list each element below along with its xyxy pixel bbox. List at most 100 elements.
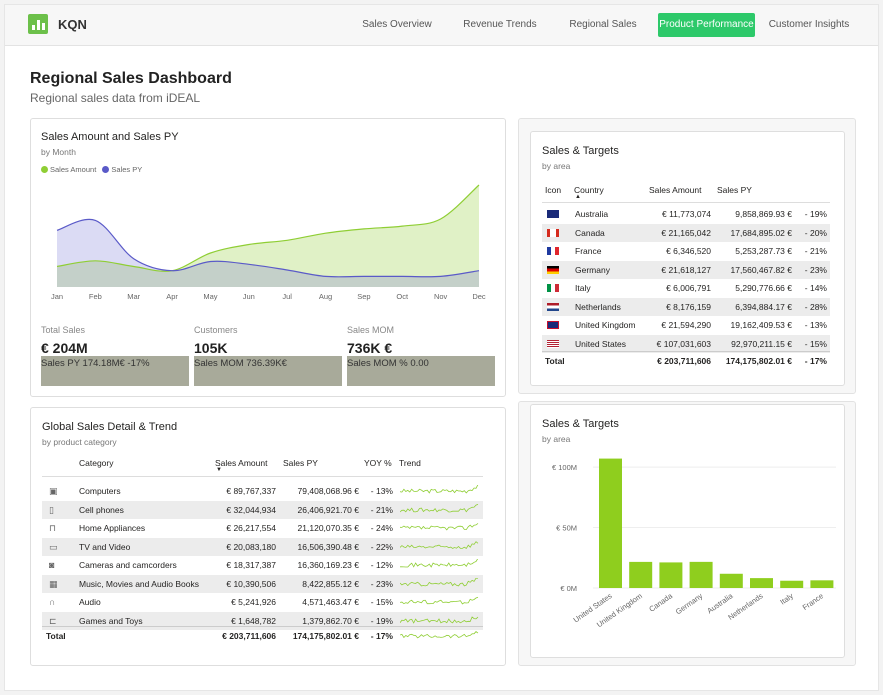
area-chart-legend: Sales Amount Sales PY [41,165,142,174]
yoy-pct: ‑ 13% [370,486,393,496]
bar-france[interactable] [810,580,834,588]
col-header-trend[interactable]: Trend [399,458,421,468]
table-row[interactable]: Netherlands € 8,176,159 6,394,884.17 € ‑ 28… [542,297,830,316]
x-tick-label: Sep [357,292,370,301]
bar-canada[interactable] [659,562,683,588]
tv-icon: ▭ [49,541,58,552]
col-header-icon[interactable]: Icon [545,185,562,195]
table-row[interactable]: United Kingdom € 21,594,290 19,162,409.53 … [542,316,830,334]
sales-py: 26,406,921.70 € [297,504,359,515]
x-tick-label: Mar [127,292,140,301]
targets-outer-panel: Sales & Targets by area Icon Country ▲ S… [518,118,856,394]
legend-item-sales-amount[interactable]: Sales Amount [41,165,96,174]
yoy-pct: ‑ 23% [370,578,393,589]
sales-amount: € 18,317,387 [226,560,276,570]
bar-germany[interactable] [689,561,713,588]
bar-australia[interactable] [719,573,743,588]
legend-item-sales-py[interactable]: Sales PY [102,165,142,174]
table-row[interactable]: ⊏ Games and Toys € 1,648,782 1,379,862.70 €… [42,611,483,630]
page-title: Regional Sales Dashboard [30,70,232,87]
sales-amount: € 21,618,127 [661,264,711,275]
trend-sparkline [400,523,479,531]
sales-py: 4,571,463.47 € [302,597,359,607]
kpi-sales-mom-value: 736K € [347,340,393,356]
top-navigation-bar: KQN Sales Overview Revenue Trends Region… [5,5,878,46]
change-pct: ‑ 13% [804,320,827,330]
x-tick-label: May [203,292,217,301]
trend-sparkline [400,596,479,605]
x-tick-label: Apr [166,292,178,301]
x-tick-label: Italy [778,591,795,606]
targets-table: Icon Country ▲ Sales Amount Sales PY Aus… [542,180,830,380]
gamepad-icon: ⊏ [49,615,57,626]
nav-revenue-trends[interactable]: Revenue Trends [463,19,537,30]
appliance-icon: ⊓ [49,523,57,533]
col-header-sales-py[interactable]: Sales PY [283,458,318,468]
kpi-sales-mom-label: Sales MOM [347,325,395,335]
country-name: Canada [575,227,605,238]
country-name: Netherlands [575,301,621,312]
col-header-category[interactable]: Category [79,458,114,468]
table-row[interactable]: Italy € 6,006,791 5,290,776.66 € ‑ 14% [542,279,830,297]
sales-amount: € 8,176,159 [666,301,711,312]
nav-customer-insights[interactable]: Customer Insights [768,19,850,30]
sales-py: 17,684,895.02 € [730,227,792,238]
x-tick-label: Nov [434,292,448,301]
netherlands-flag-icon [547,302,559,311]
table-row[interactable]: ▭ TV and Video € 20,083,180 16,506,390.48 €… [42,537,483,556]
nav-product-performance[interactable]: Product Performance [658,13,755,37]
col-header-country[interactable]: Country [574,185,604,195]
page-subtitle: Regional sales data from iDEAL [30,91,201,105]
table-row[interactable]: Australia € 11,773,074 9,858,869.93 € ‑ 19% [542,205,830,223]
table-row[interactable]: ▦ Music, Movies and Audio Books € 10,390,5… [42,574,483,593]
category-name: Games and Toys [79,615,143,626]
sales-amount: € 6,346,520 [666,246,711,256]
total-sales-amount: € 203,711,606 [657,356,711,366]
table-row[interactable]: ⊓ Home Appliances € 26,217,554 21,120,070.3… [42,519,483,537]
sales-py: 19,162,409.53 € [730,320,792,330]
table-row[interactable]: ∩ Audio € 5,241,926 4,571,463.47 € ‑ 15% [42,593,483,611]
table-row[interactable]: Germany € 21,618,127 17,560,467.82 € ‑ 23% [542,260,830,279]
table-row[interactable]: United States € 107,031,603 92,970,211.15 … [542,334,830,353]
sales-amount: € 20,083,180 [226,541,276,552]
bar-united-kingdom[interactable] [629,561,653,588]
yoy-pct: ‑ 19% [370,615,393,626]
change-pct: ‑ 14% [804,283,827,293]
category-name: Audio [79,597,101,607]
targets-bar-card: Sales & Targets by area € 0M € 50M € 100M U… [530,404,845,658]
bar-united-states[interactable] [599,458,622,588]
table-row[interactable]: ▣ Computers € 89,767,337 79,408,068.96 € ‑ 1… [42,482,483,500]
col-header-sales-py[interactable]: Sales PY [717,185,752,195]
total-label: Total [46,631,66,641]
total-sales-py: 174,175,802.01 € [292,631,359,641]
table-total-row: Total € 203,711,606 174,175,802.01 € ‑ 1… [42,626,483,644]
france-flag-icon [547,247,559,255]
x-tick-label: Canada [647,591,674,614]
x-tick-label: France [801,591,825,612]
legend-dot-icon [102,166,110,173]
sales-py: 21,120,070.35 € [297,523,359,533]
bar-italy[interactable] [780,580,804,588]
table-row[interactable]: ▯ Cell phones € 32,044,934 26,406,921.70 € ‑… [42,500,483,519]
country-name: United States [575,338,627,349]
table-row[interactable]: Canada € 21,165,042 17,684,895.02 € ‑ 20% [542,223,830,242]
series-line-0[interactable] [56,184,480,272]
nav-regional-sales[interactable]: Regional Sales [569,19,637,30]
col-header-sales-amount[interactable]: Sales Amount [649,185,702,195]
category-name: Home Appliances [79,523,146,533]
trend-sparkline [400,559,479,568]
col-header-yoy[interactable]: YOY % [364,458,392,468]
nav-sales-overview[interactable]: Sales Overview [362,19,432,30]
table-header-row: Category Sales Amount ▼ Sales PY YOY % T… [42,452,483,477]
table-row[interactable]: ◙ Cameras and camcorders € 18,317,387 16,36… [42,556,483,574]
yoy-pct: ‑ 24% [370,523,393,533]
australia-flag-icon [547,210,559,218]
series-line-1[interactable] [56,218,480,278]
sales-amount: € 10,390,506 [226,578,276,589]
col-header-sales-amount[interactable]: Sales Amount [215,458,268,468]
x-tick-label: Feb [89,292,102,301]
bar-netherlands[interactable] [750,578,773,588]
sales-amount: € 11,773,074 [662,209,711,219]
table-row[interactable]: France € 6,346,520 5,253,287.73 € ‑ 21% [542,242,830,260]
